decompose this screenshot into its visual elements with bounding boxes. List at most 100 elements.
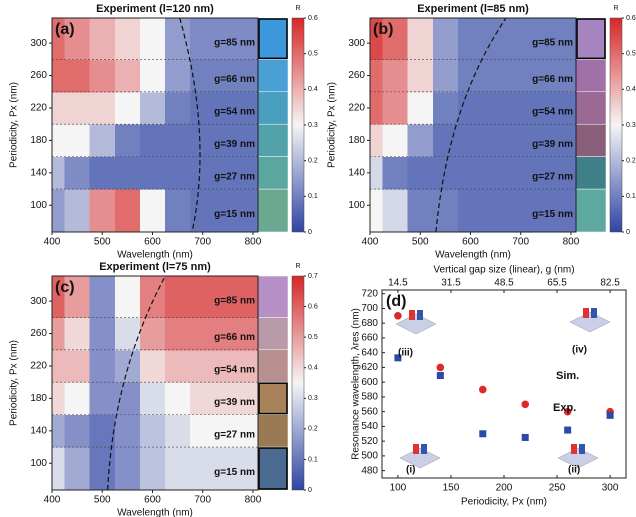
row-label: g=27 nm <box>532 171 573 182</box>
row-label: g=54 nm <box>214 365 255 376</box>
y-tick-label: 220 <box>30 361 47 372</box>
swatch <box>257 156 289 190</box>
x-tick-label: 800 <box>563 237 580 248</box>
point <box>563 407 572 416</box>
colorbar-tick-label: 0.4 <box>308 86 318 93</box>
colorbar-tick-label: 0.2 <box>308 158 318 165</box>
heat-cell <box>190 447 216 491</box>
x-tick-label: 600 <box>144 495 161 506</box>
heat-cell <box>139 91 166 125</box>
heat-cell <box>165 276 191 318</box>
heat-cell <box>64 59 91 93</box>
series-label: Sim. <box>556 370 579 382</box>
heat-cell <box>190 317 216 351</box>
y-tick-label: 140 <box>30 425 47 436</box>
x-tick-label: 250 <box>549 483 566 494</box>
heat-cell <box>52 189 66 233</box>
heat-cell <box>407 18 434 60</box>
row-label: g=39 nm <box>532 139 573 150</box>
swatch <box>257 317 289 351</box>
heat-cell <box>89 276 116 318</box>
heat-cell <box>558 189 577 233</box>
x2-tick-label: 82.5 <box>600 278 620 289</box>
row-label: g=85 nm <box>532 37 573 48</box>
x-tick-label: 600 <box>144 237 161 248</box>
row-label: g=39 nm <box>214 139 255 150</box>
heat-cell <box>139 18 166 60</box>
heat-cell <box>508 59 534 93</box>
heat-cell <box>114 59 141 93</box>
heat-cell <box>190 156 216 190</box>
annotation: (iii) <box>398 348 413 359</box>
heat-cell <box>558 91 577 125</box>
swatch <box>257 123 289 157</box>
colorbar-tick-label: 0.1 <box>626 193 636 200</box>
heat-cell <box>165 189 191 233</box>
y-tick-label: 560 <box>361 406 378 417</box>
inset-block <box>571 444 577 454</box>
point <box>606 411 614 419</box>
row-label: g=15 nm <box>532 209 573 220</box>
heat-cell <box>89 414 116 448</box>
y-tick-label: 500 <box>361 451 378 462</box>
heat-cell <box>533 124 559 158</box>
heat-cell <box>64 414 91 448</box>
heat-cell <box>240 156 259 190</box>
colorbar-label: R <box>295 263 300 270</box>
heat-cell <box>240 349 259 383</box>
chart-title: Experiment (l=85 nm) <box>417 3 529 15</box>
x-tick-label: 400 <box>44 237 61 248</box>
heat-cell <box>52 18 66 60</box>
heat-cell <box>558 156 577 190</box>
inset-block <box>417 310 423 320</box>
x-tick-label: 700 <box>512 237 529 248</box>
colorbar-tick-label: 0.5 <box>626 51 636 58</box>
resonance-curve <box>435 17 507 233</box>
heat-cell <box>215 382 241 416</box>
swatch <box>257 446 289 491</box>
y-tick-label: 260 <box>30 70 47 81</box>
colorbar-tick-label: 0 <box>308 229 312 236</box>
heat-cell <box>215 91 241 125</box>
x-tick-label: 400 <box>362 237 379 248</box>
heat-cell <box>382 18 409 60</box>
x2-tick-label: 65.5 <box>547 278 567 289</box>
point <box>394 312 402 320</box>
chart-title: Experiment (l=75 nm) <box>99 261 211 273</box>
point <box>521 400 530 409</box>
colorbar-tick-label: 0 <box>308 487 312 494</box>
heat-cell <box>370 124 384 158</box>
y-tick-label: 660 <box>361 333 378 344</box>
y-tick-label: 540 <box>361 421 378 432</box>
heat-cell <box>240 189 259 233</box>
highlight-box <box>258 382 288 415</box>
heat-cell <box>89 156 116 190</box>
heat-cell <box>558 124 577 158</box>
x-tick-label: 600 <box>462 237 479 248</box>
swatch <box>257 414 289 448</box>
heat-cell <box>558 59 577 93</box>
heat-cell <box>432 91 459 125</box>
heat-cell <box>114 447 141 491</box>
swatch <box>257 59 289 93</box>
x-tick-label: 400 <box>44 495 61 506</box>
y-tick-label: 300 <box>30 38 47 49</box>
heat-cell <box>52 156 66 190</box>
heat-cell <box>190 59 216 93</box>
inset-block <box>579 444 585 454</box>
heat-cell <box>382 189 409 233</box>
heat-cell <box>533 91 559 125</box>
y-tick-label: 300 <box>30 296 47 307</box>
x-tick-label: 500 <box>94 237 111 248</box>
heat-cell <box>457 18 484 60</box>
colorbar-tick-label: 0.6 <box>308 15 318 22</box>
heat-cell <box>64 317 91 351</box>
colorbar-tick-label: 0.4 <box>626 86 636 93</box>
colorbar-tick-label: 0.5 <box>308 51 318 58</box>
heat-cell <box>432 189 459 233</box>
heat-cell <box>508 91 534 125</box>
swatch <box>575 123 607 157</box>
row-label: g=54 nm <box>532 107 573 118</box>
heat-cell <box>483 189 509 233</box>
heat-cell <box>139 189 166 233</box>
